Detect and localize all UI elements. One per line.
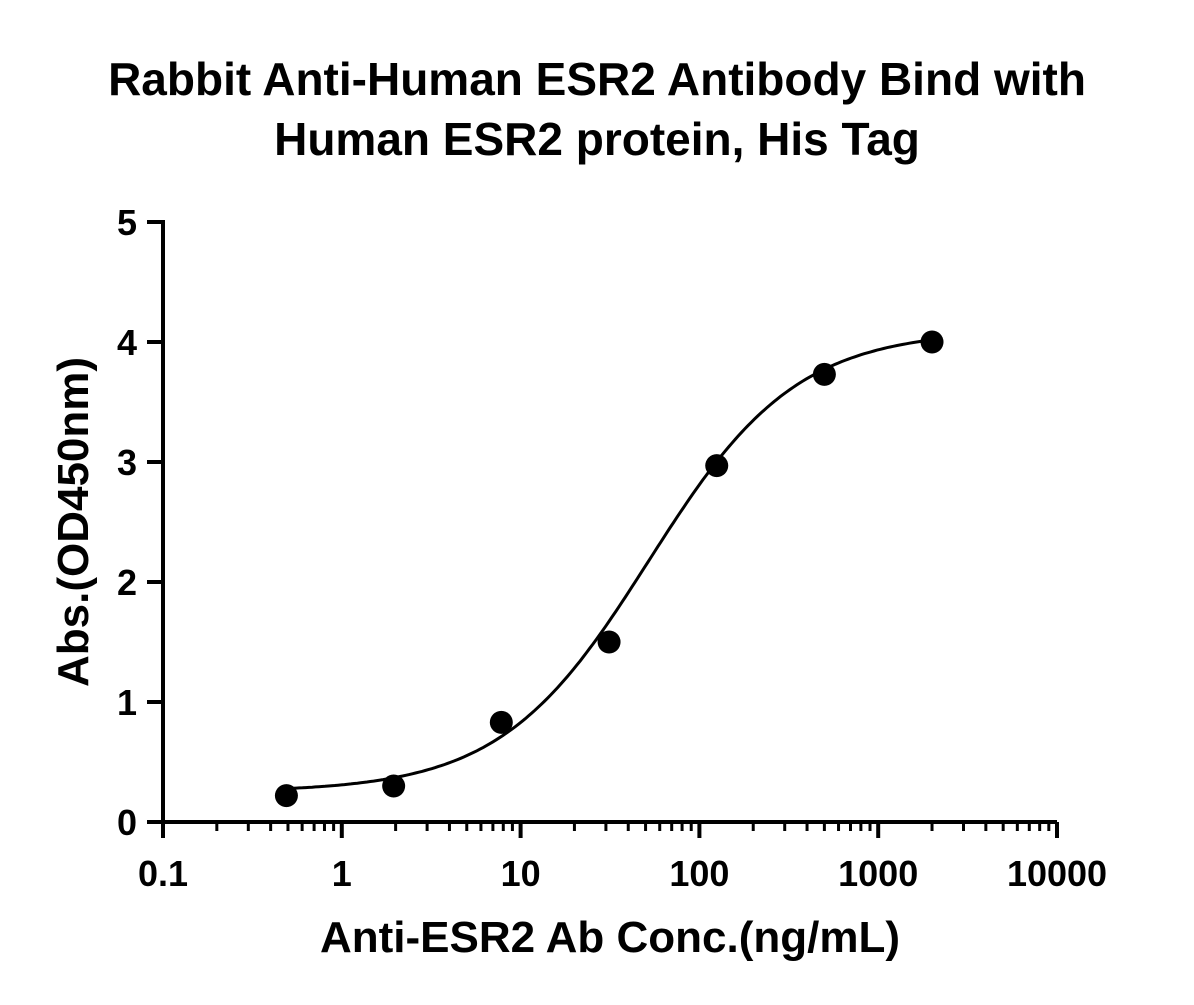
chart-title-line-1: Rabbit Anti-Human ESR2 Antibody Bind wit… [108, 53, 1086, 105]
x-axis-title: Anti-ESR2 Ab Conc.(ng/mL) [320, 913, 900, 962]
data-point [489, 710, 513, 734]
x-tick-label: 1 [332, 853, 352, 894]
y-tick-label: 4 [117, 322, 137, 363]
fit-curve-layer [286, 338, 933, 791]
y-tick-label: 1 [117, 682, 137, 723]
data-point [812, 362, 836, 386]
data-point [597, 630, 621, 654]
y-tick-label: 2 [117, 562, 137, 603]
fit-curve [286, 338, 933, 791]
x-tick-label: 0.1 [138, 853, 188, 894]
y-axis-title: Abs.(OD450nm) [49, 357, 98, 687]
y-tick-label: 0 [117, 802, 137, 843]
data-point [705, 454, 729, 478]
chart-title-line-2: Human ESR2 protein, His Tag [274, 113, 920, 165]
y-tick-label: 3 [117, 442, 137, 483]
data-point [920, 330, 944, 354]
x-tick-label: 100 [669, 853, 729, 894]
data-point [274, 784, 298, 808]
x-tick-label: 1000 [838, 853, 918, 894]
y-tick-label: 5 [117, 202, 137, 243]
data-point [382, 774, 406, 798]
x-tick-label: 10 [501, 853, 541, 894]
axes: 0 1 2 3 4 5 0.1 1 10 100 1000 10000 [117, 202, 1107, 894]
x-tick-label: 10000 [1007, 853, 1107, 894]
data-points-layer [274, 330, 944, 808]
